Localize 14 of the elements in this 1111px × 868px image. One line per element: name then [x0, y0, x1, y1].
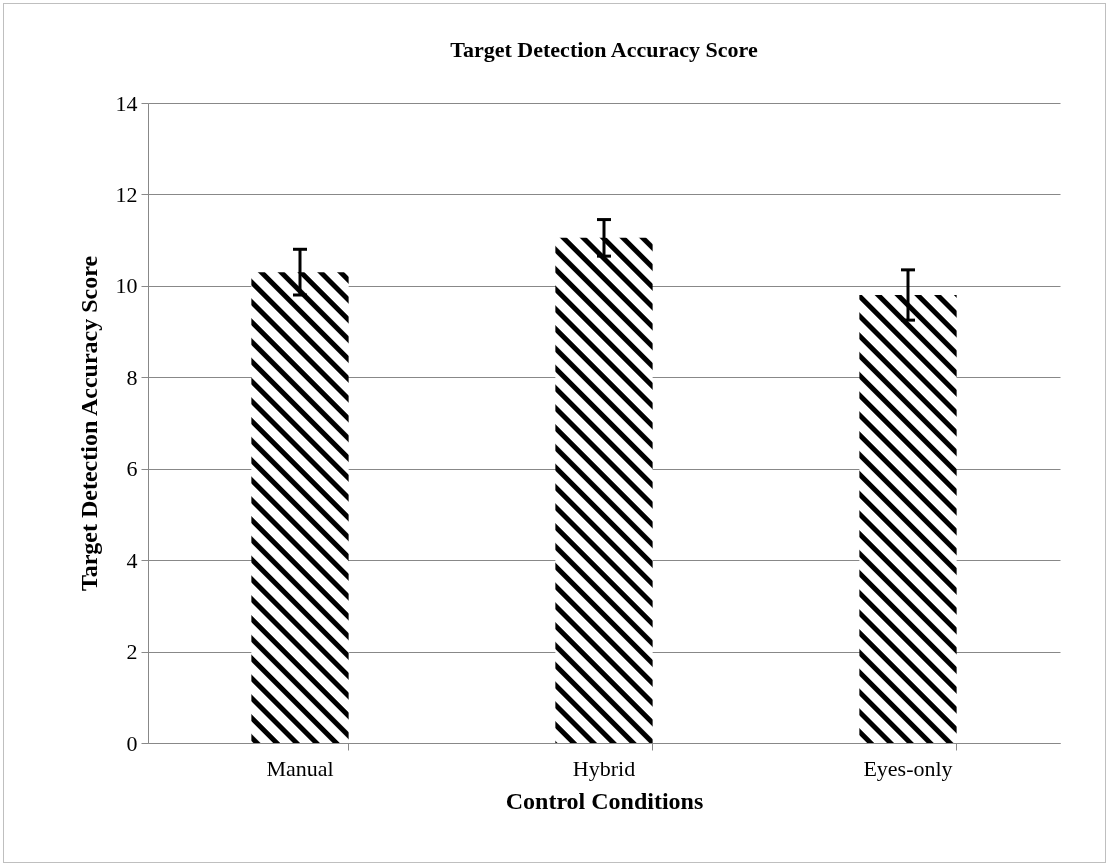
x-tick-label: Eyes-only — [863, 755, 953, 781]
y-tick-label: 4 — [126, 547, 138, 573]
x-tick-label: Hybrid — [572, 755, 636, 781]
y-tick-label: 2 — [126, 639, 138, 665]
y-axis-title: Target Detection Accuracy Score — [75, 255, 102, 592]
y-tick-label: 8 — [126, 364, 138, 390]
x-axis-title: Control Conditions — [505, 787, 704, 814]
x-tick-label: Manual — [266, 755, 334, 781]
y-tick-label: 10 — [115, 273, 138, 299]
y-tick-label: 0 — [126, 730, 138, 756]
y-tick-label: 14 — [115, 90, 138, 116]
y-tick-label: 6 — [126, 456, 138, 482]
chart-title: Target Detection Accuracy Score — [450, 37, 758, 62]
y-tick-label: 12 — [115, 181, 138, 207]
